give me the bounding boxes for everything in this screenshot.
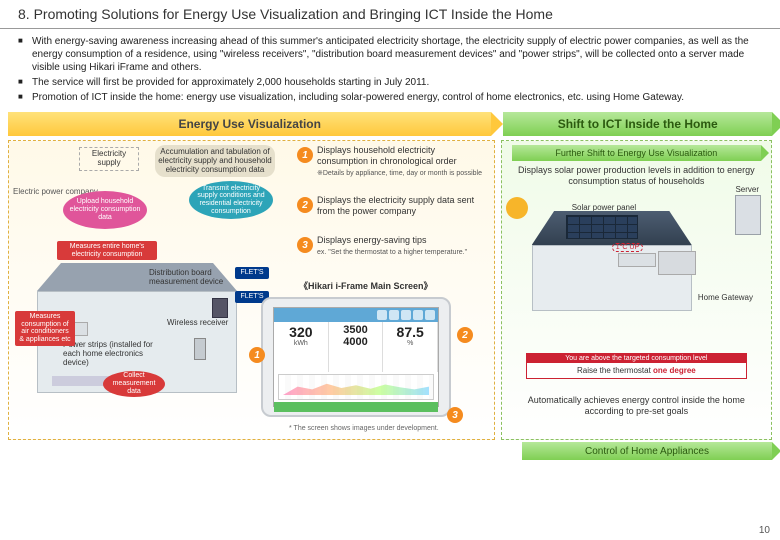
right-desc: Displays solar power production levels i… <box>510 165 763 187</box>
right-bottom-desc: Automatically achieves energy control in… <box>512 395 761 417</box>
screen-val-max: 3500 <box>331 324 381 336</box>
callout-2-icon: 2 <box>457 327 473 343</box>
screen-bottom-bar <box>274 402 438 412</box>
bullet-item: Promotion of ICT inside the home: energy… <box>18 91 762 104</box>
dist-board-label: Distribution board measurement device <box>149 269 239 287</box>
server-icon <box>735 195 761 235</box>
alert-body-bold: one degree <box>653 366 696 375</box>
screen-readout-2: 3500 4000 <box>329 322 384 372</box>
alert-body-pre: Raise the thermostat <box>577 366 653 375</box>
desc-2-text: Displays the electricity supply data sen… <box>317 195 474 216</box>
callout-3-icon: 3 <box>447 407 463 423</box>
screen-readouts: 320 kWh 3500 4000 87.5 % <box>274 322 438 372</box>
footnote: * The screen shows images under developm… <box>289 425 439 432</box>
desc-3: Displays energy-saving tips ex. "Set the… <box>317 235 487 257</box>
main-row: Electric power company Electricity suppl… <box>8 140 772 440</box>
right-panel: Further Shift to Energy Use Visualizatio… <box>501 140 772 440</box>
screen-chart <box>278 374 434 400</box>
page-title: 8. Promoting Solutions for Energy Use Vi… <box>18 6 762 22</box>
flets-badge-1: FLET'S <box>235 267 269 279</box>
screen-toolbar <box>274 308 438 322</box>
page-number: 10 <box>759 525 770 536</box>
iframe-title: 《Hikari i-Frame Main Screen》 <box>299 279 433 292</box>
red-measure: Measures entire home's electricity consu… <box>57 241 157 260</box>
right-top-band: Further Shift to Energy Use Visualizatio… <box>512 145 761 161</box>
screen-readout-1: 320 kWh <box>274 322 329 372</box>
sun-icon <box>506 197 528 219</box>
screen-val-pct: 87.5 <box>385 324 435 340</box>
ac2-icon <box>618 253 656 267</box>
band-right: Shift to ICT Inside the Home <box>503 112 772 136</box>
screen-unit-1: kWh <box>294 340 308 347</box>
header: 8. Promoting Solutions for Energy Use Vi… <box>0 0 780 26</box>
wireless-label: Wireless receiver <box>167 319 237 328</box>
alert-body: Raise the thermostat one degree <box>527 363 746 378</box>
desc-1-sub: ※Details by appliance, time, day or mont… <box>317 170 482 177</box>
temp-tag: 1°C UP <box>612 243 643 252</box>
desc-3-text: Displays energy-saving tips <box>317 235 427 245</box>
screen-pct-unit: % <box>407 340 413 347</box>
band-left: Energy Use Visualization <box>8 112 491 136</box>
left-panel: Electric power company Electricity suppl… <box>8 140 495 440</box>
house2-diagram: 1°C UP <box>532 211 692 311</box>
num-3-icon: 3 <box>297 237 313 253</box>
cloud-label: Accumulation and tabulation of electrici… <box>155 145 275 177</box>
desc-2: Displays the electricity supply data sen… <box>317 195 487 217</box>
divider <box>0 28 780 29</box>
distribution-board-icon <box>212 298 228 318</box>
wireless-receiver-icon <box>194 338 206 360</box>
bullet-item: With energy-saving awareness increasing … <box>18 35 762 74</box>
section-band: Energy Use Visualization Shift to ICT In… <box>8 112 772 136</box>
num-2-icon: 2 <box>297 197 313 213</box>
red-ac-box: Measures consumption of air conditioners… <box>15 311 75 346</box>
bullet-item: The service will first be provided for a… <box>18 76 762 89</box>
powerstrips-label: Power strips (installed for each home el… <box>63 341 163 367</box>
alert-head: You are above the targeted consumption l… <box>527 354 746 363</box>
solar-panel-icon <box>566 215 638 239</box>
iframe-device: 320 kWh 3500 4000 87.5 % <box>261 297 451 417</box>
desc-1: Displays household electricity consumpti… <box>317 145 487 178</box>
screen-val-current: 320 <box>276 324 326 340</box>
screen-readout-3: 87.5 % <box>383 322 438 372</box>
teal-pill: Transmit electricity supply conditions a… <box>189 181 273 219</box>
bullet-list: With energy-saving awareness increasing … <box>0 35 780 112</box>
gateway-icon <box>658 251 696 275</box>
gateway-label: Home Gateway <box>698 293 753 302</box>
pink-pill: Upload household electricity consumption… <box>63 191 147 229</box>
footer-band: Control of Home Appliances <box>522 442 772 460</box>
screen-val-target: 4000 <box>331 336 381 348</box>
collect-pill: Collect measurement data <box>103 371 165 397</box>
callout-1-icon: 1 <box>249 347 265 363</box>
alert-box: You are above the targeted consumption l… <box>526 353 747 379</box>
desc-3-sub: ex. "Set the thermostat to a higher temp… <box>317 249 467 256</box>
iframe-screen: 320 kWh 3500 4000 87.5 % <box>273 307 439 407</box>
wall2: 1°C UP <box>532 245 692 311</box>
electricity-supply-label: Electricity supply <box>79 147 139 171</box>
desc-1-text: Displays household electricity consumpti… <box>317 145 457 166</box>
num-1-icon: 1 <box>297 147 313 163</box>
server-label: Server <box>735 185 759 194</box>
